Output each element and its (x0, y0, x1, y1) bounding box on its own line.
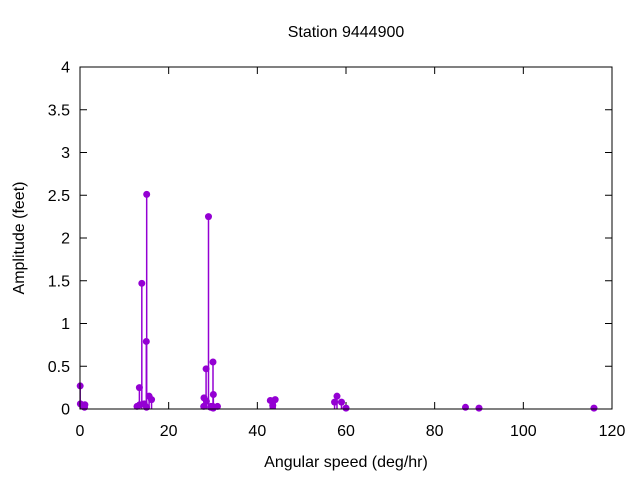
data-point (81, 401, 89, 409)
data-point (342, 404, 350, 412)
y-tick-label: 3.5 (48, 102, 70, 119)
data-point (333, 392, 341, 400)
data-point (214, 402, 222, 410)
plot-frame (79, 66, 613, 410)
data-point (271, 396, 279, 404)
x-tick-label: 100 (510, 423, 537, 440)
y-tick-label: 2 (61, 231, 70, 248)
data-point (138, 279, 146, 287)
x-axis-label: Angular speed (deg/hr) (264, 454, 428, 471)
x-tick-label: 0 (76, 423, 85, 440)
data-series (76, 190, 598, 412)
data-point (143, 190, 151, 198)
data-point (475, 404, 483, 412)
y-tick-label: 3 (61, 145, 70, 162)
data-point (209, 358, 217, 366)
y-tick-label: 1.5 (48, 273, 70, 290)
y-tick-label: 1 (61, 316, 70, 333)
y-tick-label: 0 (61, 402, 70, 419)
plot-border (79, 66, 613, 410)
x-tick-label: 120 (599, 423, 626, 440)
x-tick-label: 40 (248, 423, 266, 440)
data-point (148, 396, 156, 404)
chart-title: Station 9444900 (288, 24, 405, 41)
x-tick-label: 80 (426, 423, 444, 440)
data-point (337, 398, 345, 406)
x-tick-label: 20 (160, 423, 178, 440)
data-point (204, 213, 212, 221)
data-point (461, 403, 469, 411)
y-axis-label: Amplitude (feet) (11, 182, 28, 295)
y-tick-label: 0.5 (48, 359, 70, 376)
axis-ticks: 0 20 40 60 80 100 120 0 0.5 1 1.5 2 2.5 3 3.5 4 (48, 60, 626, 441)
data-point (209, 390, 217, 398)
data-point (590, 404, 598, 412)
y-tick-label: 2.5 (48, 188, 70, 205)
x-tick-label: 60 (337, 423, 355, 440)
y-tick-label: 4 (61, 60, 70, 77)
